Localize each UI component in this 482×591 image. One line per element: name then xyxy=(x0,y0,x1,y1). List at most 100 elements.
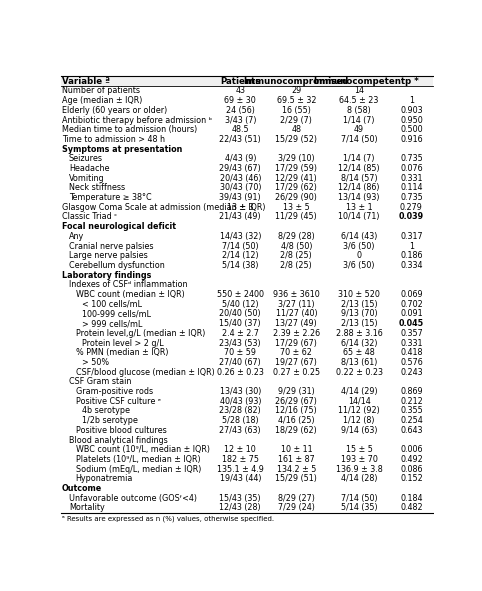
Text: 13/14 (93): 13/14 (93) xyxy=(338,193,380,202)
Bar xyxy=(61,76,433,86)
Text: 1/14 (7): 1/14 (7) xyxy=(343,154,375,163)
Text: Immunocompetent: Immunocompetent xyxy=(313,77,405,86)
Text: 30/43 (70): 30/43 (70) xyxy=(220,183,261,193)
Text: 0.482: 0.482 xyxy=(400,504,423,512)
Text: 135.1 ± 4.9: 135.1 ± 4.9 xyxy=(217,465,264,473)
Text: Patients: Patients xyxy=(220,77,260,86)
Text: 18/29 (62): 18/29 (62) xyxy=(275,426,317,435)
Text: 0.355: 0.355 xyxy=(400,407,423,415)
Text: 15 ± 5: 15 ± 5 xyxy=(346,445,373,454)
Text: 12/29 (41): 12/29 (41) xyxy=(275,174,317,183)
Text: 0.27 ± 0.25: 0.27 ± 0.25 xyxy=(273,368,320,376)
Text: Immunocompromised: Immunocompromised xyxy=(244,77,349,86)
Text: 1: 1 xyxy=(409,96,414,105)
Text: Positive blood cultures: Positive blood cultures xyxy=(76,426,166,435)
Text: 0.903: 0.903 xyxy=(400,106,423,115)
Text: 64.5 ± 23: 64.5 ± 23 xyxy=(339,96,379,105)
Text: Time to admission > 48 h: Time to admission > 48 h xyxy=(62,135,165,144)
Text: 7/14 (50): 7/14 (50) xyxy=(222,242,259,251)
Text: 20/43 (46): 20/43 (46) xyxy=(220,174,261,183)
Text: 29: 29 xyxy=(291,86,301,95)
Text: 15/29 (52): 15/29 (52) xyxy=(275,135,317,144)
Text: 24 (56): 24 (56) xyxy=(226,106,255,115)
Text: 1/12 (8): 1/12 (8) xyxy=(343,416,375,425)
Text: 70 ± 59: 70 ± 59 xyxy=(224,348,256,358)
Text: 2/8 (25): 2/8 (25) xyxy=(281,261,312,270)
Text: 936 ± 3610: 936 ± 3610 xyxy=(273,290,320,299)
Text: 0.334: 0.334 xyxy=(400,261,423,270)
Text: 182 ± 75: 182 ± 75 xyxy=(222,455,259,464)
Text: 17/29 (59): 17/29 (59) xyxy=(275,164,317,173)
Text: 0.317: 0.317 xyxy=(400,232,423,241)
Text: 0.576: 0.576 xyxy=(400,358,423,367)
Text: 26/29 (67): 26/29 (67) xyxy=(275,397,317,406)
Text: 14: 14 xyxy=(354,86,364,95)
Text: 7/29 (24): 7/29 (24) xyxy=(278,504,315,512)
Text: < 100 cells/mL: < 100 cells/mL xyxy=(82,300,142,309)
Text: 15/40 (37): 15/40 (37) xyxy=(219,319,261,328)
Text: 13 ± 3: 13 ± 3 xyxy=(227,203,254,212)
Text: 11/12 (92): 11/12 (92) xyxy=(338,407,380,415)
Text: 65 ± 48: 65 ± 48 xyxy=(343,348,375,358)
Text: 0.069: 0.069 xyxy=(400,290,423,299)
Text: 8/29 (27): 8/29 (27) xyxy=(278,493,315,503)
Text: CSF Gram stain: CSF Gram stain xyxy=(69,378,131,387)
Text: 69 ± 30: 69 ± 30 xyxy=(225,96,256,105)
Text: 29/43 (67): 29/43 (67) xyxy=(219,164,261,173)
Text: 43: 43 xyxy=(235,86,245,95)
Text: 19/43 (44): 19/43 (44) xyxy=(220,475,261,483)
Text: Positive CSF culture ᵉ: Positive CSF culture ᵉ xyxy=(76,397,161,406)
Text: 136.9 ± 3.8: 136.9 ± 3.8 xyxy=(336,465,382,473)
Text: Seizures: Seizures xyxy=(69,154,103,163)
Text: 0.243: 0.243 xyxy=(400,368,423,376)
Text: 12/14 (85): 12/14 (85) xyxy=(338,164,380,173)
Text: WBC count (median ± IQR): WBC count (median ± IQR) xyxy=(76,290,184,299)
Text: 12/14 (86): 12/14 (86) xyxy=(338,183,380,193)
Text: 1/2b serotype: 1/2b serotype xyxy=(82,416,138,425)
Text: 16 (55): 16 (55) xyxy=(282,106,311,115)
Text: 8/14 (57): 8/14 (57) xyxy=(341,174,377,183)
Text: Classic Triad ᶜ: Classic Triad ᶜ xyxy=(62,213,117,222)
Text: 4/16 (25): 4/16 (25) xyxy=(278,416,315,425)
Text: 3/43 (7): 3/43 (7) xyxy=(225,115,256,125)
Text: 8/13 (61): 8/13 (61) xyxy=(341,358,377,367)
Text: Variable ª: Variable ª xyxy=(63,77,110,86)
Text: 0.916: 0.916 xyxy=(400,135,423,144)
Text: 0.26 ± 0.23: 0.26 ± 0.23 xyxy=(217,368,264,376)
Text: 13 ± 5: 13 ± 5 xyxy=(283,203,310,212)
Text: ᵃ Results are expressed as n (%) values, otherwise specified.: ᵃ Results are expressed as n (%) values,… xyxy=(62,515,274,522)
Text: 17/29 (62): 17/29 (62) xyxy=(275,183,317,193)
Text: 0.114: 0.114 xyxy=(400,183,423,193)
Text: WBC count (10⁹/L, median ± IQR): WBC count (10⁹/L, median ± IQR) xyxy=(76,445,210,454)
Text: Cranial nerve palsies: Cranial nerve palsies xyxy=(69,242,153,251)
Text: 49: 49 xyxy=(354,125,364,134)
Text: 0.076: 0.076 xyxy=(400,164,423,173)
Text: 69.5 ± 32: 69.5 ± 32 xyxy=(277,96,316,105)
Text: 134.2 ± 5: 134.2 ± 5 xyxy=(277,465,316,473)
Text: 2/13 (15): 2/13 (15) xyxy=(341,300,377,309)
Text: CSF/blood glucose (median ± IQR): CSF/blood glucose (median ± IQR) xyxy=(76,368,214,376)
Text: Neck stiffness: Neck stiffness xyxy=(69,183,125,193)
Text: Antibiotic therapy before admission ᵇ: Antibiotic therapy before admission ᵇ xyxy=(62,115,212,125)
Text: 26/29 (90): 26/29 (90) xyxy=(275,193,317,202)
Text: 11/29 (45): 11/29 (45) xyxy=(275,213,317,222)
Text: 0.735: 0.735 xyxy=(400,193,423,202)
Text: 2.39 ± 2.26: 2.39 ± 2.26 xyxy=(273,329,320,338)
Text: 17/29 (67): 17/29 (67) xyxy=(275,339,317,348)
Text: 7/14 (50): 7/14 (50) xyxy=(341,493,377,503)
Text: 0.500: 0.500 xyxy=(400,125,423,134)
Text: 12 ± 10: 12 ± 10 xyxy=(225,445,256,454)
Text: 2/29 (7): 2/29 (7) xyxy=(281,115,312,125)
Text: 13/43 (30): 13/43 (30) xyxy=(220,387,261,396)
Text: Laboratory findings: Laboratory findings xyxy=(62,271,151,280)
Text: Platelets (10⁹/L, median ± IQR): Platelets (10⁹/L, median ± IQR) xyxy=(76,455,200,464)
Text: 3/29 (10): 3/29 (10) xyxy=(278,154,315,163)
Text: Number of patients: Number of patients xyxy=(62,86,140,95)
Text: 0.254: 0.254 xyxy=(400,416,423,425)
Text: 4/8 (50): 4/8 (50) xyxy=(281,242,312,251)
Text: 0.045: 0.045 xyxy=(399,319,424,328)
Text: 3/6 (50): 3/6 (50) xyxy=(343,261,375,270)
Text: 5/28 (18): 5/28 (18) xyxy=(222,416,259,425)
Text: 0: 0 xyxy=(357,251,362,260)
Text: 6/14 (43): 6/14 (43) xyxy=(341,232,377,241)
